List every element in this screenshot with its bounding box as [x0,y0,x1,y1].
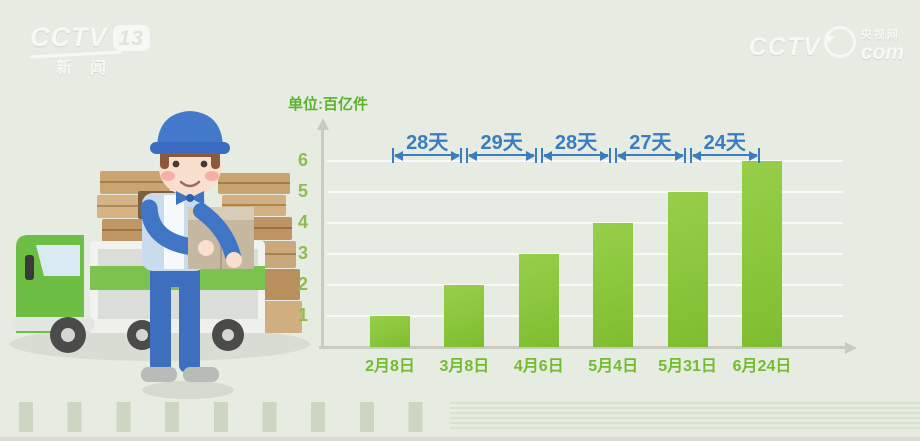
cctv-brand-text: CCTV [748,33,821,62]
arrow-end-tick [392,148,394,163]
x-tick-label: 5月4日 [588,358,639,375]
bar [742,161,782,347]
bow-tie [190,191,204,205]
interval-label: 24天 [703,132,746,154]
arrow-end-tick [534,148,537,163]
bottom-edge-strip [0,437,920,441]
courier-truck-illustration [10,111,310,399]
arrow-head-right [451,150,461,161]
hand [226,252,242,268]
cctv-brand-text: CCTV [30,22,108,52]
arrow-end-tick [689,148,692,163]
circle-arrow-icon [823,25,856,58]
cheek [161,171,175,181]
cap-brim [150,142,230,154]
smile [179,180,201,188]
interval-arrow [540,148,612,163]
y-axis-line [321,129,324,349]
arrow-head-right [674,150,684,161]
arrow-end-tick [460,148,463,163]
x-tick-label: 2月8日 [365,358,415,375]
courier-character [140,111,254,399]
y-tick-label: 3 [297,243,308,263]
arrow-head-right [600,150,610,161]
interval-arrow [466,148,537,163]
arrow-end-tick [615,148,618,163]
y-tick-label: 5 [297,181,308,201]
y-tick-label: 4 [297,212,308,232]
arrow-head-left [468,150,478,161]
unit-label: 单位:百亿件 [288,96,368,113]
cctv13-logo-row: CCTV 13 [30,24,150,51]
interval-arrow [392,148,463,163]
arrow-line [692,154,757,156]
interval-label: 28天 [554,132,598,154]
cctv13-watermark: CCTV 13 新闻 [29,24,150,77]
bottom-stripe-pattern [450,402,920,432]
arrow-end-tick [757,148,760,163]
y-tick-label: 1 [297,305,308,325]
eye [200,160,208,168]
arrow-head-right [748,150,758,161]
x-tick-label: 4月6日 [513,358,564,375]
bow-tie [176,191,190,205]
arrow-head-left [394,150,403,161]
arrow-head-right [525,150,535,161]
arrow-head-left [617,150,627,161]
channel-13-badge: 13 [112,24,150,51]
grid-line [327,160,843,162]
arrow-end-tick [609,148,612,163]
arrow-head-left [691,150,701,161]
arrow-end-tick [466,148,469,163]
courier-shadow [142,381,234,399]
bar [518,254,559,347]
bar [370,316,410,347]
bar [593,223,634,347]
cctv-domain: com [860,40,904,64]
grid-line [327,284,843,286]
bottom-dash-pattern [0,402,450,432]
x-tick-label: 5月31日 [658,358,717,375]
grid-line [327,191,843,193]
hand [198,240,214,256]
interval-label: 29天 [480,132,523,154]
side-mirror [25,255,34,280]
cheek [205,171,219,181]
grid-line [327,222,843,224]
x-axis-line [319,346,846,349]
interval-label: 28天 [406,132,449,154]
interval-arrow [689,148,760,163]
x-tick-label: 6月24日 [732,358,792,375]
arrow-line [395,154,460,156]
y-tick-label: 6 [297,150,308,170]
arrow-end-tick [540,148,543,163]
arrow-line [618,154,683,156]
grid-line [327,253,843,255]
x-tick-label: 3月8日 [439,358,490,375]
shoe [183,367,219,382]
interval-arrow [615,148,686,163]
y-axis-arrowhead [316,118,329,130]
cctv-com-watermark: CCTV 央视网 com [748,25,904,64]
interval-label: 27天 [629,132,672,154]
cap-dome [157,111,223,147]
x-axis-arrowhead [845,341,857,354]
windshield [36,245,80,276]
grid-line [327,315,843,317]
arrow-line [543,154,609,156]
bar [444,285,485,347]
eye [172,160,180,168]
news-channel-label: 新闻 [56,60,125,77]
y-tick-label: 2 [297,274,308,294]
arm-right [193,203,241,264]
arrow-end-tick [683,148,686,163]
shoe [141,367,177,382]
cctv-site-name: 央视网 [860,29,900,41]
bar [667,192,708,347]
arrow-head-left [542,150,552,161]
arrow-line [469,154,534,156]
